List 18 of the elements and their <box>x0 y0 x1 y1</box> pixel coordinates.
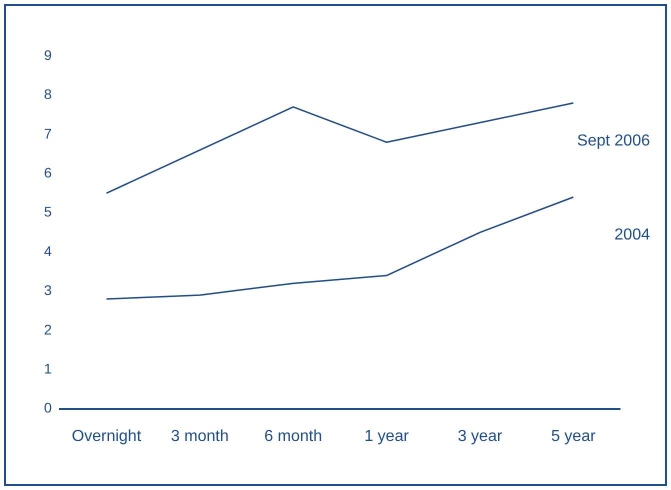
y-tick-label: 7 <box>44 125 52 142</box>
text: 2004 <box>614 226 650 244</box>
x-tick-label: 5 year <box>551 428 596 445</box>
y-tick-label: 8 <box>44 86 52 102</box>
x-tick-label: 3 month <box>170 428 229 445</box>
series-label: Sept 2006 <box>577 132 650 150</box>
y-tick-label: 5 <box>44 204 52 220</box>
y-tick-label: 0 <box>44 400 52 416</box>
y-tick-label: 9 <box>44 46 52 63</box>
x-tick-label: 6 month <box>264 428 322 445</box>
x-tick-label: Overnight <box>72 428 142 445</box>
y-tick-label: 2 <box>44 321 52 338</box>
x-tick-label: 1 year <box>364 428 410 445</box>
y-tick-label: 4 <box>44 242 52 259</box>
y-tick-label: 6 <box>44 164 52 180</box>
x-tick-label: 3 year <box>458 428 503 445</box>
y-tick-label: 1 <box>44 360 52 376</box>
y-tick-label: 3 <box>44 282 52 298</box>
